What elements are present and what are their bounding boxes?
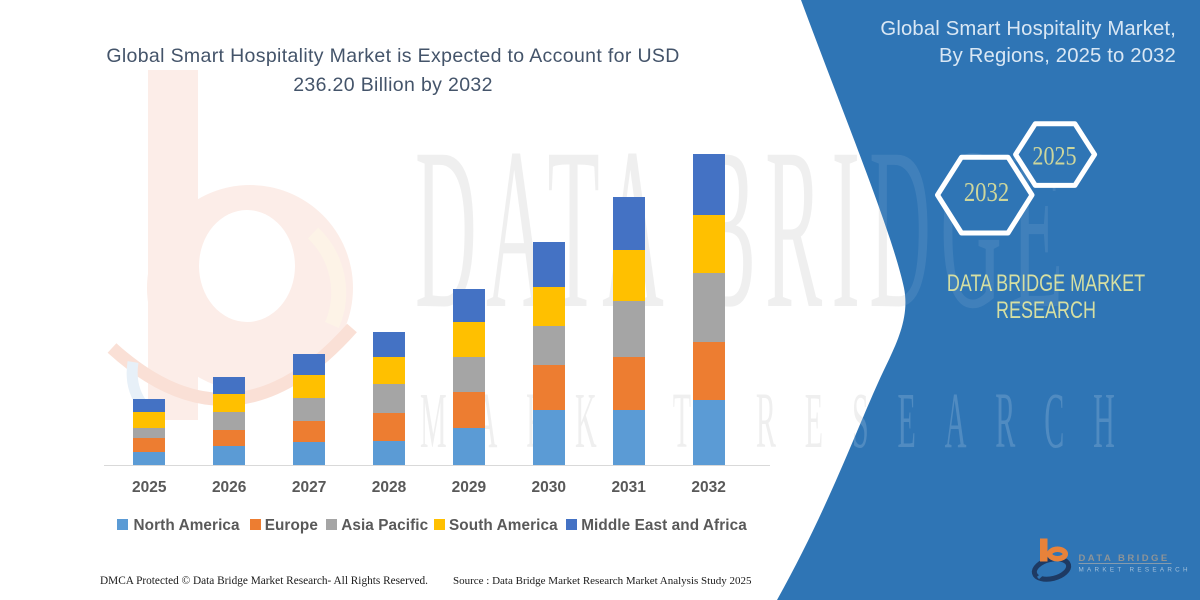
svg-text:DATA BRIDGE: DATA BRIDGE	[1079, 553, 1170, 564]
svg-text:MARKET RESEARCH: MARKET RESEARCH	[1079, 567, 1191, 574]
svg-text:2032: 2032	[964, 178, 1009, 207]
svg-text:2025: 2025	[1032, 143, 1076, 171]
